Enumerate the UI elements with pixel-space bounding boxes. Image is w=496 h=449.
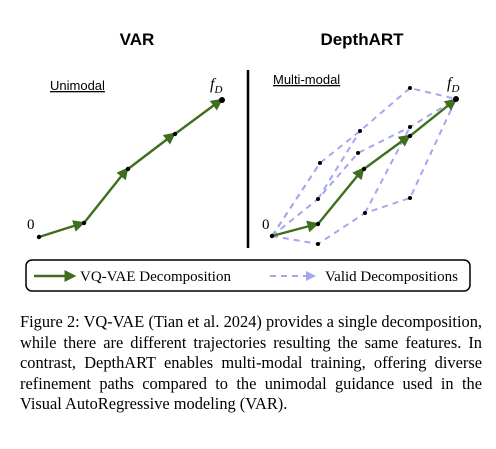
depthart-node: [361, 166, 367, 172]
var-origin-label: 0: [27, 217, 35, 233]
depthart-nodes: [269, 86, 459, 246]
multimodal-label: Multi-modal: [273, 72, 340, 87]
depthart-segment-1: [271, 220, 320, 238]
legend: VQ-VAE Decomposition Valid Decomposition…: [25, 259, 471, 292]
var-path: [36, 97, 225, 240]
legend-solid-label: VQ-VAE Decomposition: [80, 269, 231, 285]
legend-dashed-label: Valid Decompositions: [325, 269, 458, 285]
var-segment-3: [127, 132, 176, 170]
depthart-node: [358, 129, 362, 133]
depthart-node: [356, 151, 360, 155]
depthart-segment-3: [363, 134, 411, 170]
depthart-node: [315, 221, 321, 227]
depthart-node: [316, 197, 320, 201]
legend-box: [25, 259, 471, 292]
depthart-node: [318, 161, 322, 165]
dashed-branch: [271, 162, 321, 237]
depthart-segment-2: [317, 167, 365, 225]
var-segment-4: [174, 98, 223, 135]
depthart-dashed-paths: [271, 86, 457, 246]
depthart-node: [408, 86, 412, 90]
var-node: [81, 220, 87, 226]
depthart-node: [316, 242, 320, 246]
var-node: [172, 131, 178, 137]
figure-caption: Figure 2: VQ-VAE (Tian et al. 2024) prov…: [20, 312, 482, 414]
depthart-node-origin: [269, 233, 275, 239]
var-title: VAR: [120, 30, 155, 49]
dashed-branch: [317, 130, 361, 200]
depthart-node: [363, 211, 367, 215]
var-node: [125, 166, 131, 172]
var-node-origin: [36, 234, 42, 240]
var-target-label: fD: [210, 76, 222, 96]
depthart-target-label: fD: [447, 75, 459, 95]
var-segment-2: [83, 167, 129, 224]
depthart-solid-path: [271, 98, 457, 238]
depthart-segment-4: [409, 98, 457, 137]
figure-canvas: VAR DepthART Unimodal Multi-modal 0 fD: [25, 30, 471, 292]
unimodal-label: Unimodal: [50, 78, 105, 93]
depthart-node: [407, 133, 413, 139]
figure: VAR DepthART Unimodal Multi-modal 0 fD: [25, 30, 471, 292]
var-segment-1: [38, 220, 86, 239]
depthart-origin-label: 0: [262, 217, 270, 233]
depthart-title: DepthART: [320, 30, 404, 49]
var-node-target: [219, 97, 225, 103]
depthart-node-target: [453, 96, 459, 102]
depthart-node: [408, 196, 412, 200]
depthart-node: [408, 125, 412, 129]
